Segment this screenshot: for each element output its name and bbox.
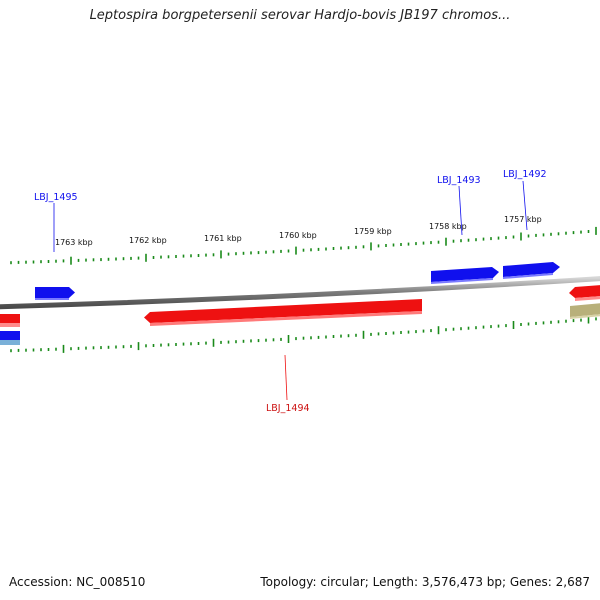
gene-arrow-lbj-1495[interactable] — [35, 287, 75, 300]
chromosome-backbone — [0, 276, 600, 310]
tick-label: 1759 kbp — [354, 227, 392, 236]
tick-label: 1757 kbp — [504, 215, 542, 224]
map-title: Leptospira borgpetersenii serovar Hardjo… — [89, 8, 511, 23]
gene-arrow-lbj-1494[interactable] — [144, 299, 422, 326]
reverse-gene-track — [0, 285, 600, 327]
gene-label-lbj-1492[interactable]: LBJ_1492 — [503, 169, 547, 180]
inner-tick-row — [10, 315, 597, 353]
tick-label: 1758 kbp — [429, 222, 467, 231]
tick-label-group: 1763 kbp 1762 kbp 1761 kbp 1760 kbp 1759… — [55, 215, 542, 247]
gene-label-lbj-1493[interactable]: LBJ_1493 — [437, 175, 481, 186]
gene-label-lbj-1495[interactable]: LBJ_1495 — [34, 192, 78, 203]
gene-arrow-lbj-1492[interactable] — [503, 262, 560, 279]
gene-label-lbj-1494[interactable]: LBJ_1494 — [266, 403, 310, 414]
genome-summary-label: Topology: circular; Length: 3,576,473 bp… — [260, 575, 590, 589]
forward-gene-track — [0, 262, 560, 345]
gene-arrow-lbj-1493[interactable] — [431, 267, 499, 284]
tick-label: 1761 kbp — [204, 234, 242, 243]
gene-label-group: LBJ_1495 LBJ_1493 LBJ_1492 LBJ_1494 — [34, 169, 547, 414]
tick-label: 1760 kbp — [279, 231, 317, 240]
gene-arrow-left-edge-red[interactable] — [0, 314, 20, 327]
tick-label: 1763 kbp — [55, 238, 93, 247]
tick-label: 1762 kbp — [129, 236, 167, 245]
gene-arrow-left-edge[interactable] — [0, 331, 20, 345]
gene-arrow-right-edge-red[interactable] — [569, 285, 600, 301]
outer-tick-row — [10, 226, 597, 265]
other-feature-right-edge[interactable] — [570, 303, 600, 319]
accession-label: Accession: NC_008510 — [9, 575, 146, 589]
